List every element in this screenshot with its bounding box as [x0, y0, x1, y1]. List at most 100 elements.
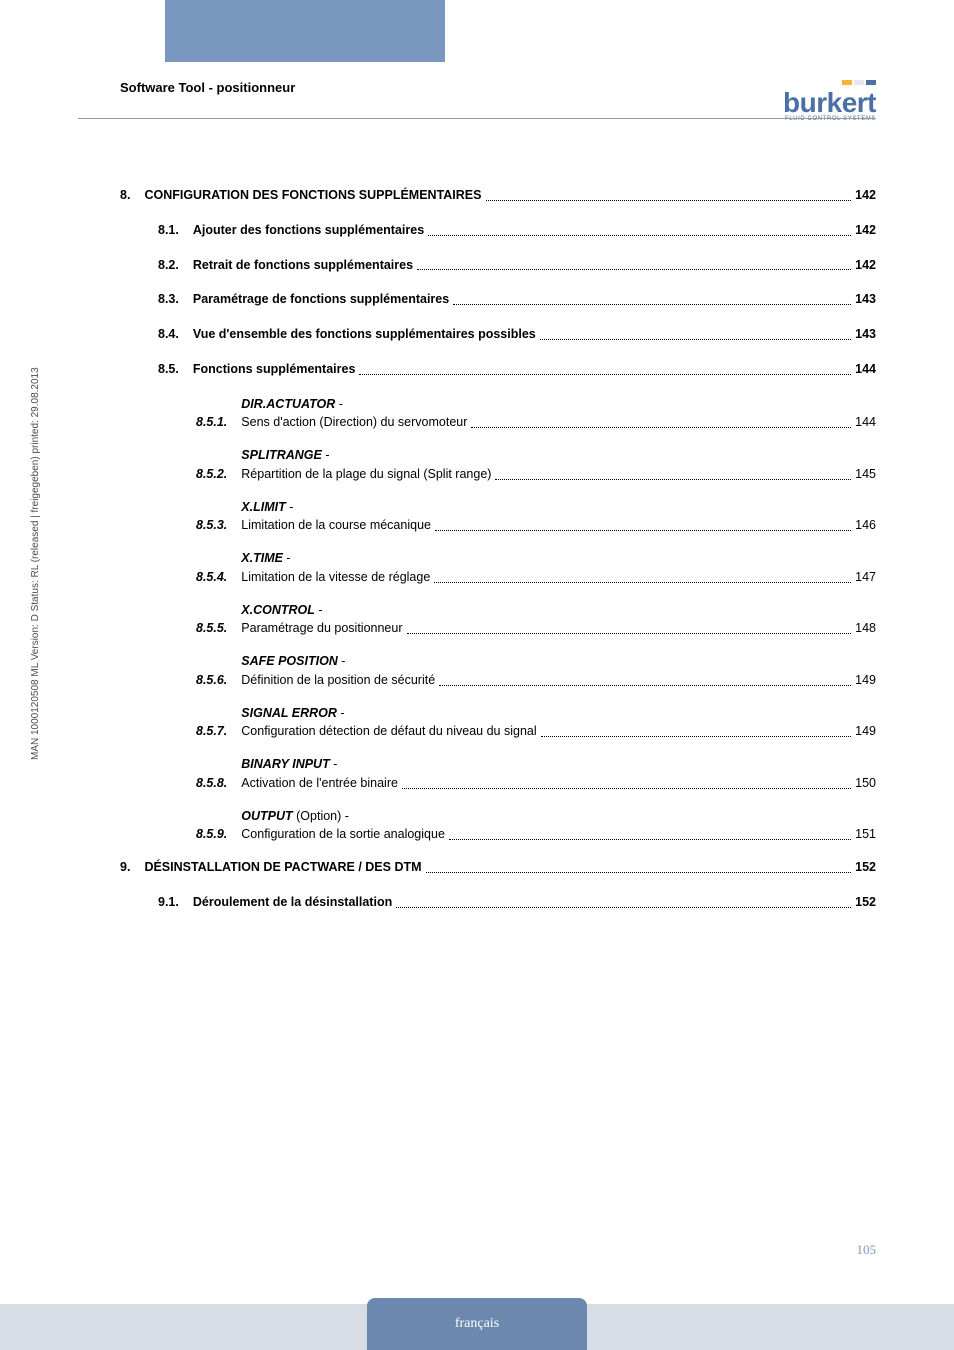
toc-entry: 8.5.8.BINARY INPUT -Activation de l'entr… — [120, 755, 876, 793]
toc-label-wrap: X.CONTROL -Paramétrage du positionneur14… — [241, 601, 876, 639]
toc-leader — [471, 427, 851, 428]
footer-language-label: français — [455, 1316, 499, 1332]
toc-item-label: Fonctions supplémentaires — [193, 360, 356, 379]
toc-item-sub: Définition de la position de sécurité — [241, 671, 435, 690]
toc-leader — [541, 736, 852, 737]
toc-label-wrap: DIR.ACTUATOR -Sens d'action (Direction) … — [241, 395, 876, 433]
toc-number: 9.1. — [158, 893, 193, 912]
doc-title: Software Tool - positionneur — [120, 80, 295, 95]
toc-page: 144 — [855, 360, 876, 379]
toc-item-title: SAFE POSITION - — [241, 652, 876, 671]
toc-label-wrap: Fonctions supplémentaires 144 — [193, 360, 876, 379]
toc-label-wrap: OUTPUT (Option) -Configuration de la sor… — [241, 807, 876, 845]
brand-logo: burkert FLUID CONTROL SYSTEMS — [783, 72, 876, 122]
table-of-contents: 8.CONFIGURATION DES FONCTIONS SUPPLÉMENT… — [120, 180, 876, 928]
toc-label-wrap: SAFE POSITION -Définition de la position… — [241, 652, 876, 690]
toc-page: 142 — [855, 186, 876, 205]
toc-item-label: Vue d'ensemble des fonctions supplémenta… — [193, 325, 536, 344]
toc-label-wrap: BINARY INPUT -Activation de l'entrée bin… — [241, 755, 876, 793]
toc-entry: 8.5.3.X.LIMIT -Limitation de la course m… — [120, 498, 876, 536]
toc-label-wrap: Vue d'ensemble des fonctions supplémenta… — [193, 325, 876, 344]
toc-page: 148 — [855, 619, 876, 638]
toc-item-label: Ajouter des fonctions supplémentaires — [193, 221, 424, 240]
page-number: 105 — [857, 1242, 877, 1258]
toc-number: 8.5.5. — [196, 619, 241, 638]
toc-leader — [449, 839, 851, 840]
toc-item-label: CONFIGURATION DES FONCTIONS SUPPLÉMENTAI… — [144, 186, 481, 205]
toc-item-sub: Configuration détection de défaut du niv… — [241, 722, 536, 741]
toc-number: 8.4. — [158, 325, 193, 344]
toc-page: 147 — [855, 568, 876, 587]
toc-entry: 8.5.2.SPLITRANGE -Répartition de la plag… — [120, 446, 876, 484]
toc-page: 144 — [855, 413, 876, 432]
toc-number: 9. — [120, 858, 144, 877]
toc-leader — [434, 582, 851, 583]
toc-label-wrap: Ajouter des fonctions supplémentaires142 — [193, 221, 876, 240]
toc-leader — [426, 872, 852, 873]
toc-number: 8.5.2. — [196, 465, 241, 484]
toc-page: 143 — [855, 325, 876, 344]
toc-item-title: X.LIMIT - — [241, 498, 876, 517]
toc-leader — [439, 685, 851, 686]
toc-page: 142 — [855, 256, 876, 275]
toc-item-sub: Limitation de la vitesse de réglage — [241, 568, 430, 587]
toc-item-title: BINARY INPUT - — [241, 755, 876, 774]
toc-leader — [453, 304, 851, 305]
toc-number: 8.1. — [158, 221, 193, 240]
toc-number: 8.5.7. — [196, 722, 241, 741]
toc-label-wrap: Déroulement de la désinstallation152 — [193, 893, 876, 912]
footer-language-tab: français — [367, 1298, 587, 1350]
toc-leader — [495, 479, 851, 480]
toc-number: 8.5. — [158, 360, 193, 379]
toc-entry: 8.2.Retrait de fonctions supplémentaires… — [120, 256, 876, 275]
toc-item-sub: Sens d'action (Direction) du servomoteur — [241, 413, 467, 432]
toc-leader — [486, 200, 852, 201]
toc-item-title: SIGNAL ERROR - — [241, 704, 876, 723]
toc-item-title: X.CONTROL - — [241, 601, 876, 620]
logo-bars-icon — [842, 80, 876, 85]
top-blue-band — [165, 0, 445, 62]
toc-leader — [359, 374, 851, 375]
toc-label-wrap: CONFIGURATION DES FONCTIONS SUPPLÉMENTAI… — [144, 186, 876, 205]
toc-page: 149 — [855, 722, 876, 741]
toc-number: 8.3. — [158, 290, 193, 309]
toc-number: 8.5.1. — [196, 413, 241, 432]
toc-leader — [402, 788, 851, 789]
header-rule — [78, 118, 876, 119]
toc-leader — [396, 907, 851, 908]
toc-entry: 8.5.9.OUTPUT (Option) -Configuration de … — [120, 807, 876, 845]
sideways-meta: MAN 1000120508 ML Version: D Status: RL … — [30, 367, 41, 760]
toc-entry: 8.5.1.DIR.ACTUATOR -Sens d'action (Direc… — [120, 395, 876, 433]
header-row: Software Tool - positionneur burkert FLU… — [0, 72, 954, 122]
toc-page: 150 — [855, 774, 876, 793]
toc-item-sub: Activation de l'entrée binaire — [241, 774, 398, 793]
toc-page: 145 — [855, 465, 876, 484]
toc-item-sub: Répartition de la plage du signal (Split… — [241, 465, 491, 484]
toc-number: 8.5.6. — [196, 671, 241, 690]
toc-page: 149 — [855, 671, 876, 690]
toc-item-title: X.TIME - — [241, 549, 876, 568]
logo-word: burkert — [783, 90, 876, 115]
toc-label-wrap: DÉSINSTALLATION DE PACTWARE / DES DTM152 — [144, 858, 876, 877]
toc-number: 8.5.9. — [196, 825, 241, 844]
toc-label-wrap: X.LIMIT -Limitation de la course mécaniq… — [241, 498, 876, 536]
toc-leader — [417, 269, 851, 270]
toc-entry: 8.CONFIGURATION DES FONCTIONS SUPPLÉMENT… — [120, 186, 876, 205]
toc-label-wrap: Retrait de fonctions supplémentaires142 — [193, 256, 876, 275]
toc-leader — [540, 339, 851, 340]
toc-leader — [435, 530, 851, 531]
toc-entry: 8.5.7.SIGNAL ERROR -Configuration détect… — [120, 704, 876, 742]
toc-number: 8. — [120, 186, 144, 205]
toc-item-sub: Limitation de la course mécanique — [241, 516, 431, 535]
toc-item-label: Déroulement de la désinstallation — [193, 893, 392, 912]
toc-entry: 9.DÉSINSTALLATION DE PACTWARE / DES DTM1… — [120, 858, 876, 877]
toc-page: 151 — [855, 825, 876, 844]
toc-item-title: SPLITRANGE - — [241, 446, 876, 465]
toc-entry: 8.5.4.X.TIME -Limitation de la vitesse d… — [120, 549, 876, 587]
toc-item-sub: Configuration de la sortie analogique — [241, 825, 445, 844]
toc-entry: 8.4.Vue d'ensemble des fonctions supplém… — [120, 325, 876, 344]
toc-item-label: Paramétrage de fonctions supplémentaires — [193, 290, 449, 309]
toc-entry: 8.5.Fonctions supplémentaires 144 — [120, 360, 876, 379]
toc-page: 146 — [855, 516, 876, 535]
toc-label-wrap: SIGNAL ERROR -Configuration détection de… — [241, 704, 876, 742]
